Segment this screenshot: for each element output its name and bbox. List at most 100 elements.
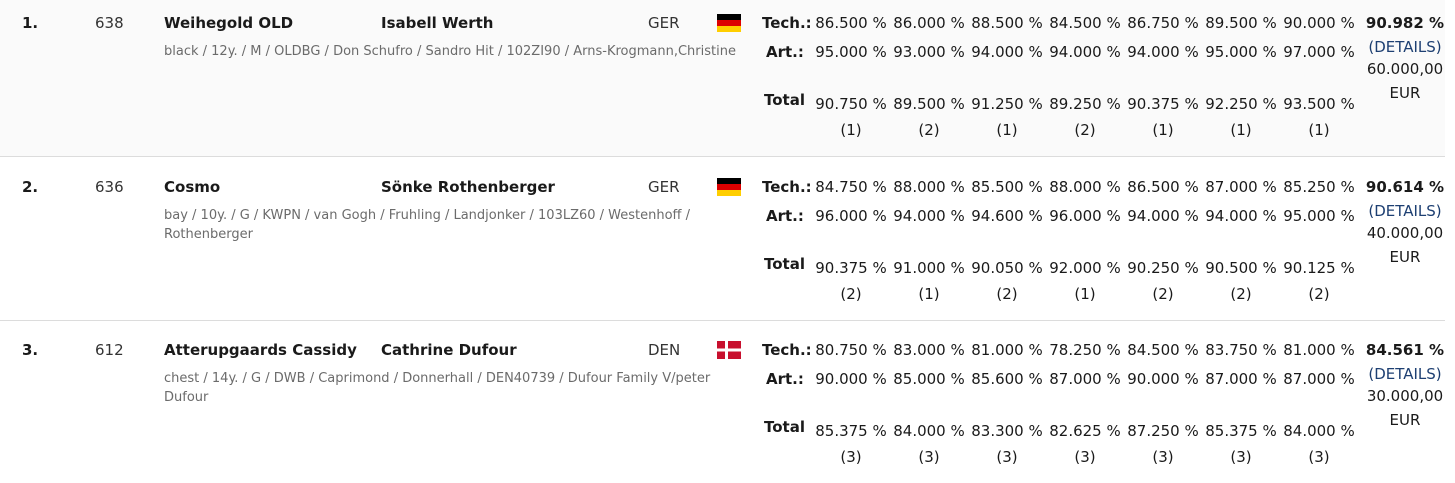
total-score: 91.000 % (1) <box>890 255 968 307</box>
rider-name: Isabell Werth <box>381 14 494 32</box>
total-value: 85.375 % <box>815 422 887 440</box>
nation-code: GER <box>648 14 680 32</box>
paren-close: ) <box>1435 38 1442 56</box>
judge-rank: (3) <box>1230 448 1252 466</box>
total-value: 93.500 % <box>1283 95 1355 113</box>
prize-money: 30.000,00 <box>1366 387 1444 405</box>
tech-label: Tech.: <box>762 341 812 359</box>
total-value: 90.125 % <box>1283 259 1355 277</box>
art-score: 94.000 % <box>1127 207 1199 225</box>
art-score: 87.000 % <box>1205 370 1277 388</box>
total-score: 83.300 % (3) <box>968 418 1046 470</box>
paren-close: ) <box>1435 202 1442 220</box>
art-score: 94.000 % <box>1205 207 1277 225</box>
details-link[interactable]: DETAILS <box>1374 202 1436 220</box>
total-value: 90.250 % <box>1127 259 1199 277</box>
judge-rank: (2) <box>1152 285 1174 303</box>
art-score: 96.000 % <box>815 207 887 225</box>
judge-rank: (1) <box>996 121 1018 139</box>
final-result: 84.561 % (DETAILS) 30.000,00 EUR <box>1360 341 1450 431</box>
result-row: 3. 612 Atterupgaards Cassidy Cathrine Dufou… <box>0 327 1445 483</box>
total-value: 90.500 % <box>1205 259 1277 277</box>
tech-score: 88.500 % <box>971 14 1043 32</box>
total-score: 92.250 % (1) <box>1202 91 1280 143</box>
final-result: 90.614 % (DETAILS) 40.000,00 EUR <box>1360 178 1450 268</box>
currency: EUR <box>1389 411 1421 429</box>
total-value: 89.250 % <box>1049 95 1121 113</box>
total-value: 85.375 % <box>1205 422 1277 440</box>
tech-score: 84.500 % <box>1127 341 1199 359</box>
art-score: 94.000 % <box>1049 43 1121 61</box>
result-row: 1. 638 Weihegold OLD Isabell Werth GER black … <box>0 0 1445 157</box>
art-label: Art.: <box>766 207 804 225</box>
art-score: 93.000 % <box>893 43 965 61</box>
details-link[interactable]: DETAILS <box>1374 38 1436 56</box>
total-score: 89.250 % (2) <box>1046 91 1124 143</box>
judge-rank: (2) <box>1074 121 1096 139</box>
total-label: Total <box>764 255 805 273</box>
judge-rank: (2) <box>996 285 1018 303</box>
tech-score: 88.000 % <box>893 178 965 196</box>
tech-score: 88.000 % <box>1049 178 1121 196</box>
judge-rank: (1) <box>1308 121 1330 139</box>
nation-code: DEN <box>648 341 681 359</box>
details-link[interactable]: DETAILS <box>1374 365 1436 383</box>
total-value: 89.500 % <box>893 95 965 113</box>
paren-open: ( <box>1368 38 1375 56</box>
nation-code: GER <box>648 178 680 196</box>
prize-money: 60.000,00 <box>1366 60 1444 78</box>
paren-open: ( <box>1368 202 1375 220</box>
total-value: 87.250 % <box>1127 422 1199 440</box>
tech-score: 83.000 % <box>893 341 965 359</box>
total-score: 82.625 % (3) <box>1046 418 1124 470</box>
total-value: 91.250 % <box>971 95 1043 113</box>
tech-label: Tech.: <box>762 14 812 32</box>
tech-score: 84.500 % <box>1049 14 1121 32</box>
horse-details: black / 12y. / M / OLDBG / Don Schufro /… <box>164 44 736 59</box>
total-score: 90.375 % (2) <box>812 255 890 307</box>
denmark-flag-icon <box>717 341 741 359</box>
total-score: 90.050 % (2) <box>968 255 1046 307</box>
art-label: Art.: <box>766 370 804 388</box>
total-value: 90.375 % <box>815 259 887 277</box>
total-score: 91.250 % (1) <box>968 91 1046 143</box>
judge-rank: (3) <box>1308 448 1330 466</box>
final-percentage: 90.614 % <box>1365 178 1445 196</box>
art-score: 94.000 % <box>893 207 965 225</box>
total-label: Total <box>764 418 805 436</box>
horse-name: Weihegold OLD <box>164 14 294 32</box>
judge-rank: (3) <box>1152 448 1174 466</box>
total-score: 90.250 % (2) <box>1124 255 1202 307</box>
art-label: Art.: <box>766 43 804 61</box>
rider-name: Cathrine Dufour <box>381 341 517 359</box>
tech-score: 89.500 % <box>1205 14 1277 32</box>
art-score: 90.000 % <box>1127 370 1199 388</box>
total-score: 90.750 % (1) <box>812 91 890 143</box>
art-score: 96.000 % <box>1049 207 1121 225</box>
details-link-wrapper: (DETAILS) <box>1360 202 1450 220</box>
prize-money: 40.000,00 <box>1366 224 1444 242</box>
final-result: 90.982 % (DETAILS) 60.000,00 EUR <box>1360 14 1450 104</box>
art-score: 85.000 % <box>893 370 965 388</box>
total-score: 90.125 % (2) <box>1280 255 1358 307</box>
total-score: 84.000 % (3) <box>890 418 968 470</box>
total-value: 92.000 % <box>1049 259 1121 277</box>
total-value: 92.250 % <box>1205 95 1277 113</box>
tech-label: Tech.: <box>762 178 812 196</box>
tech-score: 84.750 % <box>815 178 887 196</box>
tech-score: 83.750 % <box>1205 341 1277 359</box>
tech-score: 90.000 % <box>1283 14 1355 32</box>
total-value: 90.750 % <box>815 95 887 113</box>
total-score: 87.250 % (3) <box>1124 418 1202 470</box>
art-score: 95.000 % <box>1283 207 1355 225</box>
rank: 2. <box>22 178 39 196</box>
tech-score: 86.750 % <box>1127 14 1199 32</box>
art-score: 85.600 % <box>971 370 1043 388</box>
germany-flag-icon <box>717 178 741 196</box>
total-value: 90.050 % <box>971 259 1043 277</box>
tech-score: 86.500 % <box>1127 178 1199 196</box>
total-value: 84.000 % <box>1283 422 1355 440</box>
judge-rank: (2) <box>918 121 940 139</box>
total-score: 85.375 % (3) <box>1202 418 1280 470</box>
final-percentage: 84.561 % <box>1365 341 1445 359</box>
